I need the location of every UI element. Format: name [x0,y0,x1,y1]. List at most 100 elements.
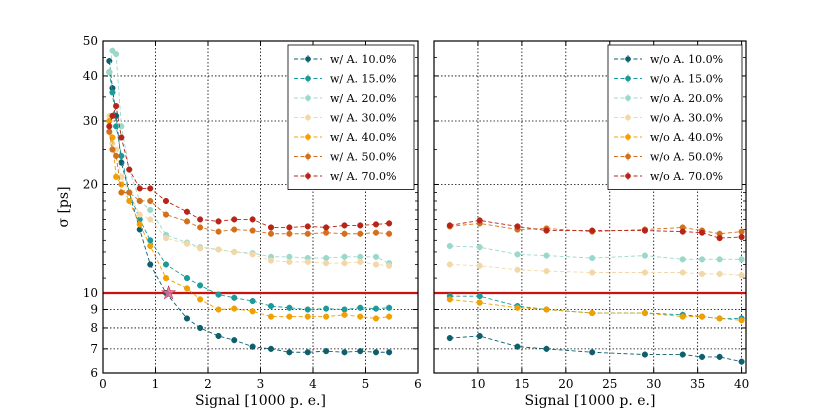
legend-label: w/ A. 70.0% [330,170,397,183]
series-w-o-a-10-0- [446,332,745,365]
data-point [641,252,648,259]
series-line [449,298,742,321]
data-point [197,282,204,289]
legend-label: w/ A. 50.0% [330,151,397,164]
data-point [109,112,116,119]
y-tick-label: 50 [83,34,98,48]
data-point [113,51,120,58]
data-point [304,230,311,237]
data-point [386,313,393,320]
legend-item: w/ A. 30.0% [294,112,397,125]
legend-swatch-marker [625,173,631,179]
data-point [231,248,238,255]
plot-frame [433,40,747,374]
data-point [183,275,191,282]
data-point [286,230,293,237]
data-point [543,252,550,259]
data-point [716,315,723,322]
data-point [183,218,191,225]
data-point [341,253,348,260]
data-point [136,197,143,205]
legend-label: w/o A. 30.0% [650,112,723,125]
data-point [118,152,125,159]
data-point [286,313,293,320]
data-point [699,256,706,263]
data-point [514,223,521,230]
data-point [106,69,113,76]
data-point [136,221,143,228]
legend-swatch-marker [625,75,631,82]
data-point [106,123,113,130]
series-w-a-40-0- [106,117,393,322]
data-point [136,185,143,192]
data-point [679,269,686,276]
y-tick-label: 40 [83,69,98,83]
data-point [476,332,483,340]
data-point [357,230,364,237]
data-point [162,211,170,218]
legend-swatch-marker [305,56,311,62]
data-point [147,216,154,223]
data-point [386,304,393,311]
data-point [372,261,380,268]
y-tick-label: 8 [90,321,98,335]
data-point [476,262,483,269]
data-point [446,242,453,250]
data-point [543,345,550,352]
data-point [113,173,120,180]
series-w-a-10-0- [106,57,393,356]
data-point [113,103,120,110]
data-point [641,351,648,358]
data-point [679,256,686,263]
data-point [699,229,706,236]
legend-label: w/ A. 10.0% [330,53,397,66]
data-point [589,269,596,276]
legend-item: w/ A. 40.0% [294,131,397,144]
data-point [304,349,311,356]
data-point [589,255,596,262]
data-point [699,353,706,360]
data-point [323,260,330,267]
data-point [357,258,364,265]
legend-swatch-marker [305,75,311,82]
data-point [446,296,453,303]
data-point [126,197,133,205]
data-point [372,349,380,356]
data-point [126,189,133,196]
data-point [249,216,256,223]
data-point [267,303,275,310]
data-point [162,197,170,205]
data-point [147,242,154,250]
y-axis-label: σ [ps] [56,186,72,227]
data-point [162,275,170,282]
x-tick-label: 15 [514,377,529,391]
series-w-o-a-30-0- [446,261,745,279]
x-tick-label: 40 [734,377,749,391]
data-point [113,152,120,159]
data-point [699,270,706,277]
data-point [197,216,204,223]
x-tick-label: 35 [690,377,705,391]
data-point [118,181,125,188]
series-line [108,60,390,353]
data-point [446,335,453,342]
data-point [249,308,256,315]
legend-label: w/ A. 40.0% [330,131,397,144]
x-tick-label: 6 [414,377,422,391]
y-tick-label: 9 [90,303,98,317]
data-point [357,253,364,260]
data-point [267,257,275,264]
y-tick-label: 20 [83,177,98,191]
data-point [304,223,311,230]
series-line [449,264,742,276]
legend-swatch-marker [305,173,311,179]
data-point [323,313,330,320]
data-point [147,197,154,205]
data-point [109,89,116,96]
data-point [126,166,133,173]
data-point [476,299,483,306]
data-point [267,224,275,231]
data-point [147,237,154,244]
data-point [323,255,330,262]
